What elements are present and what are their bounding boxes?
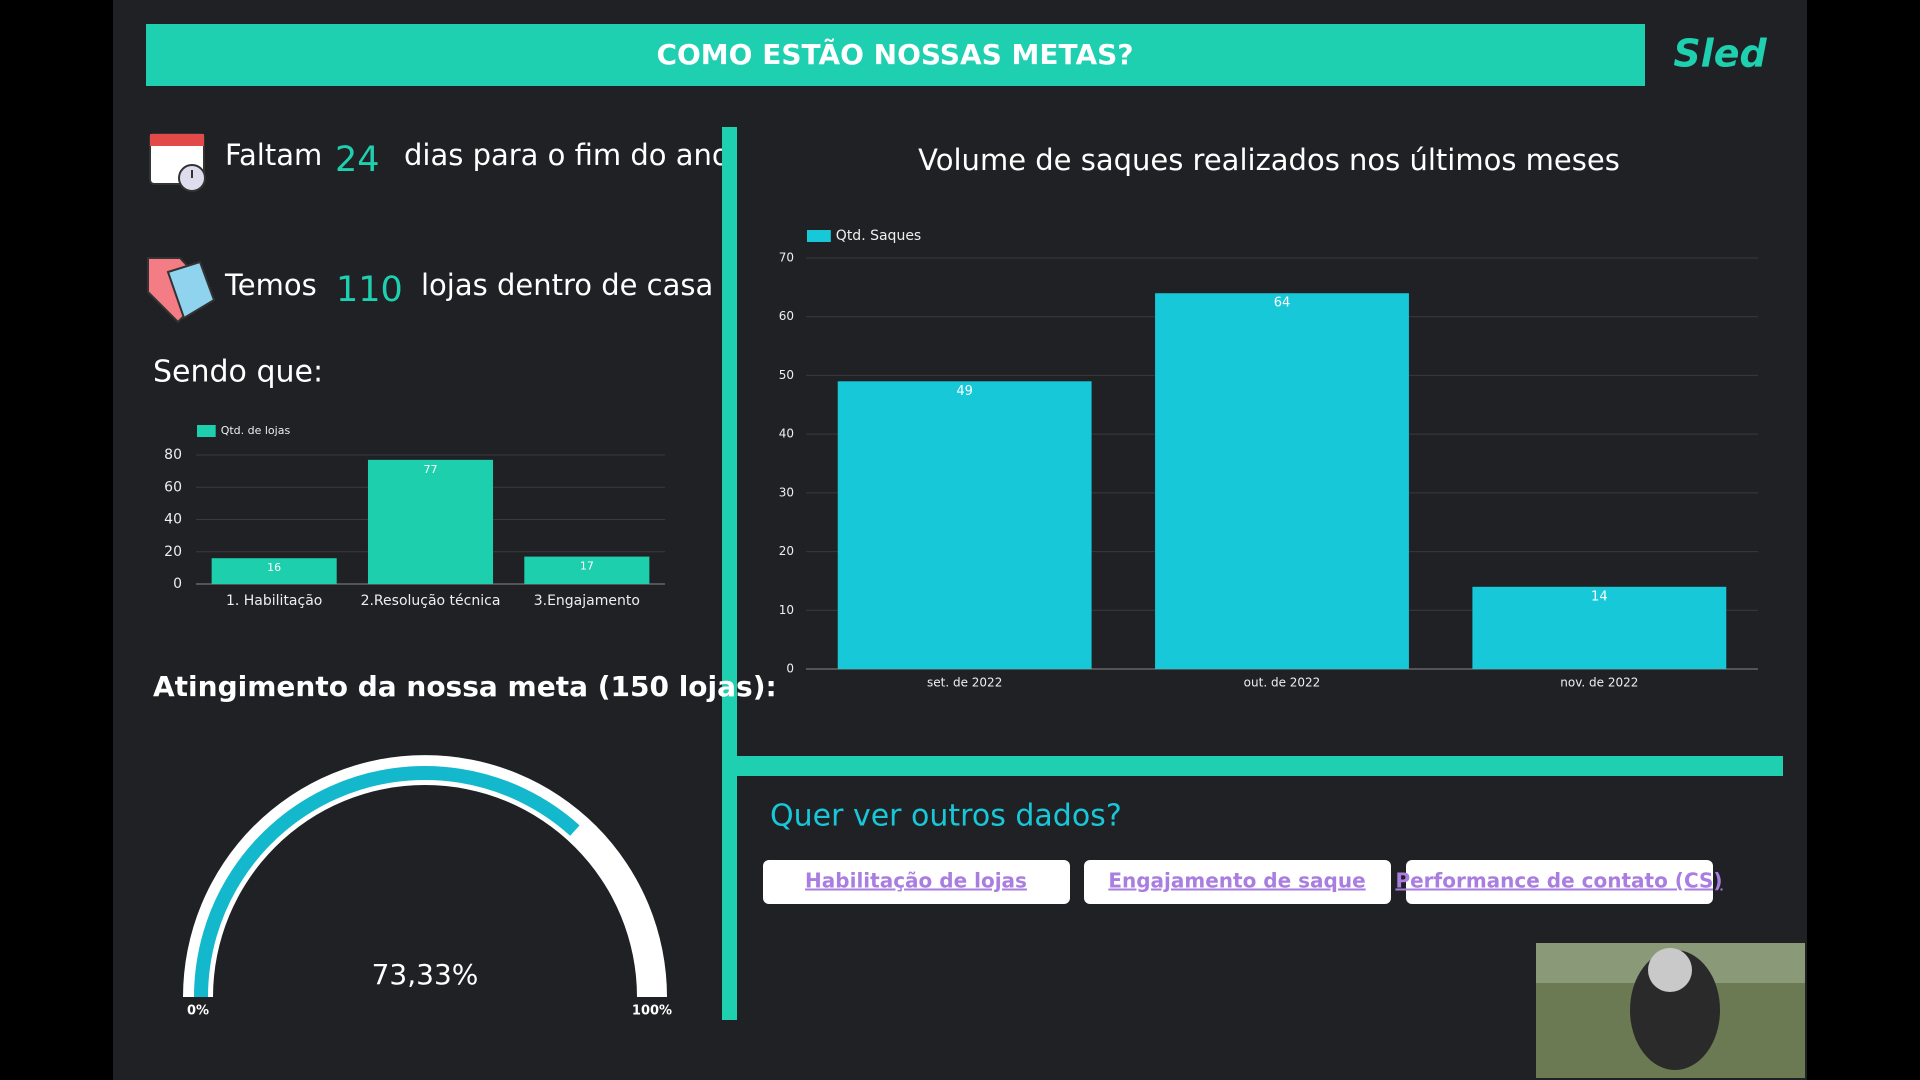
divider [737, 756, 1783, 776]
data-label: 64 [1274, 296, 1291, 311]
bar [1472, 586, 1727, 669]
legend-swatch [807, 230, 831, 242]
link-text[interactable]: Engajamento de saque [1108, 869, 1365, 893]
y-tick-label: 20 [779, 544, 794, 558]
chart-title: Atingimento da nossa meta (150 lojas): [153, 670, 777, 703]
header-bar [146, 24, 1645, 86]
logo: Sled [1673, 32, 1767, 76]
stat-suffix: lojas dentro de casa [421, 268, 713, 302]
data-label: 14 [1591, 589, 1608, 604]
y-tick-label: 40 [164, 512, 182, 528]
data-label: 49 [956, 384, 973, 399]
stat-suffix: dias para o fim do ano [404, 138, 730, 172]
y-tick-label: 10 [779, 603, 794, 617]
x-tick-label: set. de 2022 [927, 676, 1002, 690]
divider [722, 127, 737, 1020]
calendar-icon [149, 133, 206, 192]
y-tick-label: 20 [164, 544, 182, 560]
link-text[interactable]: Performance de contato (CS) [1395, 869, 1722, 893]
x-tick-label: 1. Habilitação [226, 593, 322, 609]
bar [524, 556, 650, 584]
stat-prefix: Faltam [225, 138, 322, 172]
y-tick-label: 30 [779, 485, 794, 499]
links-title: Quer ver outros dados? [770, 799, 1122, 834]
sale-icon [147, 257, 216, 324]
legend-label: Qtd. de lojas [221, 424, 291, 437]
bar [211, 558, 337, 584]
bar [1155, 293, 1409, 669]
x-tick-label: nov. de 2022 [1560, 676, 1638, 690]
stat-value: 24 [335, 140, 380, 180]
y-tick-label: 60 [164, 479, 182, 495]
y-tick-label: 50 [779, 368, 794, 382]
y-tick-label: 70 [779, 251, 794, 265]
chart-title: Volume de saques realizados nos últimos … [918, 143, 1620, 177]
header-title: COMO ESTÃO NOSSAS METAS? [656, 37, 1133, 71]
gauge-value-arc [194, 766, 580, 998]
legend-swatch [197, 425, 216, 437]
y-tick-label: 40 [779, 427, 794, 441]
gauge-value-label: 73,33% [372, 958, 479, 991]
x-tick-label: out. de 2022 [1244, 676, 1321, 690]
y-tick-label: 80 [164, 447, 182, 463]
y-tick-label: 0 [786, 662, 794, 676]
bar [367, 459, 494, 584]
x-tick-label: 2.Resolução técnica [361, 593, 501, 609]
link-button[interactable] [1084, 860, 1391, 904]
bar [837, 381, 1092, 669]
video-thumbnail [1536, 943, 1805, 1078]
link-text[interactable]: Habilitação de lojas [805, 869, 1027, 893]
stat-value: 110 [336, 270, 403, 310]
x-tick-label: 3.Engajamento [534, 593, 640, 609]
stat-prefix: Temos [224, 268, 317, 302]
data-label: 16 [267, 561, 281, 574]
gauge-tick-label: 0% [187, 1004, 209, 1019]
y-tick-label: 60 [779, 309, 794, 323]
legend-label: Qtd. Saques [836, 228, 921, 244]
data-label: 17 [580, 560, 594, 573]
data-label: 77 [424, 463, 438, 476]
link-button[interactable] [1406, 860, 1713, 904]
link-button[interactable] [763, 860, 1070, 904]
gauge-tick-label: 100% [632, 1004, 672, 1019]
subheading: Sendo que: [153, 355, 323, 390]
y-tick-label: 0 [173, 576, 182, 592]
